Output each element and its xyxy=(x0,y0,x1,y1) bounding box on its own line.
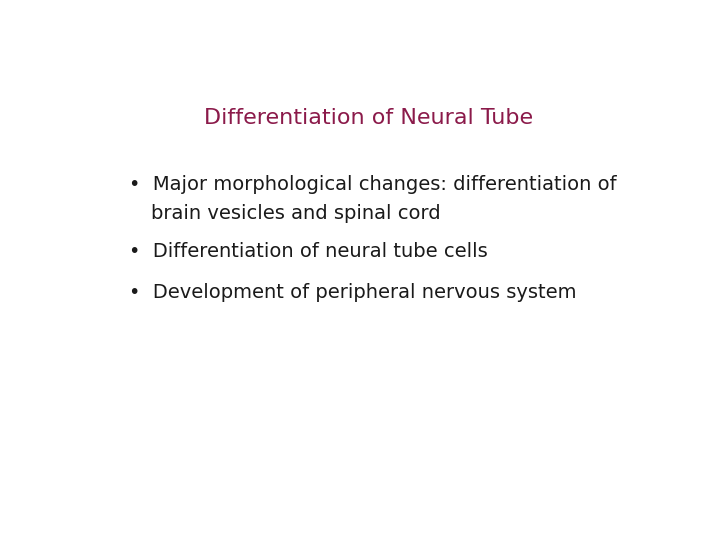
Text: •  Development of peripheral nervous system: • Development of peripheral nervous syst… xyxy=(129,283,577,302)
Text: brain vesicles and spinal cord: brain vesicles and spinal cord xyxy=(151,204,441,223)
Text: •  Major morphological changes: differentiation of: • Major morphological changes: different… xyxy=(129,175,617,194)
Text: •  Differentiation of neural tube cells: • Differentiation of neural tube cells xyxy=(129,241,488,260)
Text: Differentiation of Neural Tube: Differentiation of Neural Tube xyxy=(204,109,534,129)
